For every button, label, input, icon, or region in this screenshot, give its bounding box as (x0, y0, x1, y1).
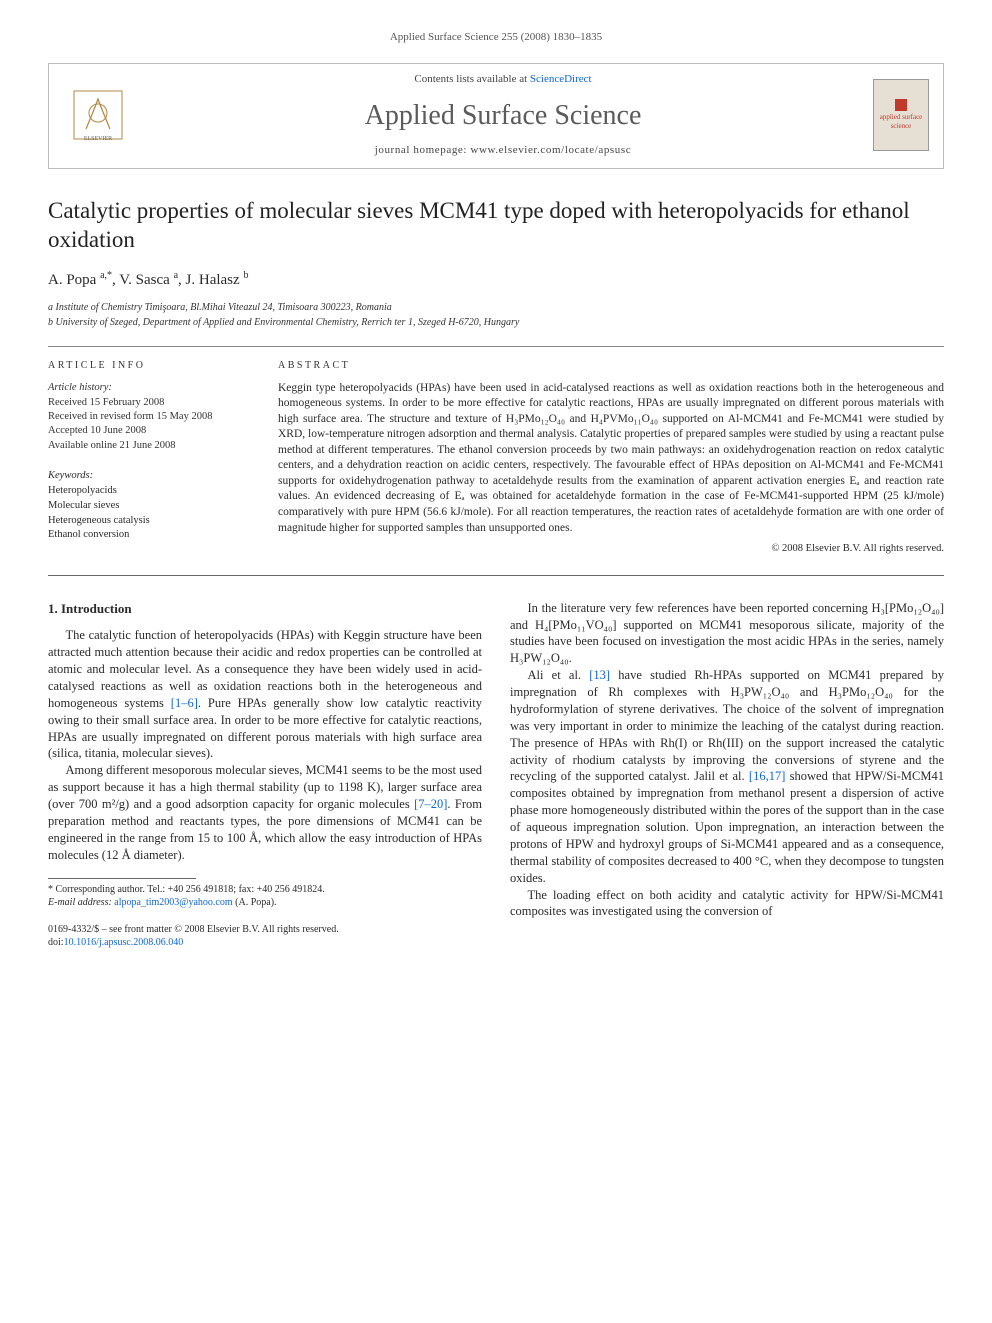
keyword-2: Molecular sieves (48, 499, 248, 514)
abstract-copyright: © 2008 Elsevier B.V. All rights reserved… (278, 542, 944, 557)
corr-author-line: * Corresponding author. Tel.: +40 256 49… (48, 883, 482, 896)
journal-name: Applied Surface Science (133, 96, 873, 135)
svg-text:ELSEVIER: ELSEVIER (84, 136, 112, 142)
affiliations: a Institute of Chemistry Timişoara, Bl.M… (48, 301, 944, 330)
journal-cover-thumb: applied surface science (873, 79, 929, 151)
history-received: Received 15 February 2008 (48, 396, 248, 410)
elsevier-logo: ELSEVIER (63, 80, 133, 150)
ref-link-1-6[interactable]: [1–6] (171, 696, 198, 710)
corr-email-line: E-mail address: alpopa_tim2003@yahoo.com… (48, 896, 482, 909)
contents-prefix: Contents lists available at (414, 73, 529, 85)
journal-homepage: journal homepage: www.elsevier.com/locat… (133, 143, 873, 158)
history-online: Available online 21 June 2008 (48, 439, 248, 453)
brand-center: Contents lists available at ScienceDirec… (133, 72, 873, 158)
intro-heading: 1. Introduction (48, 600, 482, 618)
doi-line: doi:10.1016/j.apsusc.2008.06.040 (48, 936, 482, 949)
corr-email-link[interactable]: alpopa_tim2003@yahoo.com (114, 897, 232, 908)
affiliation-a: a Institute of Chemistry Timişoara, Bl.M… (48, 301, 944, 315)
intro-para-1: The catalytic function of heteropolyacid… (48, 627, 482, 762)
affiliation-b: b University of Szeged, Department of Ap… (48, 316, 944, 330)
ref-link-13[interactable]: [13] (589, 668, 610, 682)
article-info-column: ARTICLE INFO Article history: Received 1… (48, 359, 248, 557)
history-title: Article history: (48, 381, 248, 395)
abstract-text: Keggin type heteropolyacids (HPAs) have … (278, 381, 944, 536)
keywords-block: Keywords: Heteropolyacids Molecular siev… (48, 469, 248, 543)
intro-para-5: The loading effect on both acidity and c… (510, 887, 944, 921)
issn-line: 0169-4332/$ – see front matter © 2008 El… (48, 923, 482, 936)
intro-para-3: In the literature very few references ha… (510, 600, 944, 668)
copyright-footer: 0169-4332/$ – see front matter © 2008 El… (48, 923, 482, 949)
running-citation: Applied Surface Science 255 (2008) 1830–… (48, 30, 944, 45)
abstract-heading: ABSTRACT (278, 359, 944, 373)
body-columns: 1. Introduction The catalytic function o… (48, 600, 944, 949)
keyword-4: Ethanol conversion (48, 528, 248, 543)
article-info-heading: ARTICLE INFO (48, 359, 248, 373)
meta-row: ARTICLE INFO Article history: Received 1… (48, 359, 944, 557)
footnote-separator (48, 878, 196, 879)
intro-para-2: Among different mesoporous molecular sie… (48, 762, 482, 863)
article-history: Article history: Received 15 February 20… (48, 381, 248, 453)
author-list: A. Popa a,*, V. Sasca a, J. Halasz b (48, 269, 944, 291)
ref-link-16-17[interactable]: [16,17] (749, 769, 785, 783)
separator-rule (48, 346, 944, 347)
keyword-3: Heterogeneous catalysis (48, 514, 248, 529)
article-title: Catalytic properties of molecular sieves… (48, 197, 944, 255)
history-revised: Received in revised form 15 May 2008 (48, 410, 248, 424)
separator-rule-thick (48, 575, 944, 576)
history-accepted: Accepted 10 June 2008 (48, 424, 248, 438)
doi-link[interactable]: 10.1016/j.apsusc.2008.06.040 (64, 937, 184, 948)
intro-para-4: Ali et al. [13] have studied Rh-HPAs sup… (510, 667, 944, 886)
contents-line: Contents lists available at ScienceDirec… (133, 72, 873, 87)
sciencedirect-link[interactable]: ScienceDirect (530, 73, 592, 85)
journal-brand-box: ELSEVIER Contents lists available at Sci… (48, 63, 944, 169)
corresponding-author-footnote: * Corresponding author. Tel.: +40 256 49… (48, 883, 482, 909)
keywords-title: Keywords: (48, 469, 248, 484)
ref-link-7-20[interactable]: [7–20] (414, 797, 447, 811)
keyword-1: Heteropolyacids (48, 484, 248, 499)
abstract-column: ABSTRACT Keggin type heteropolyacids (HP… (278, 359, 944, 557)
